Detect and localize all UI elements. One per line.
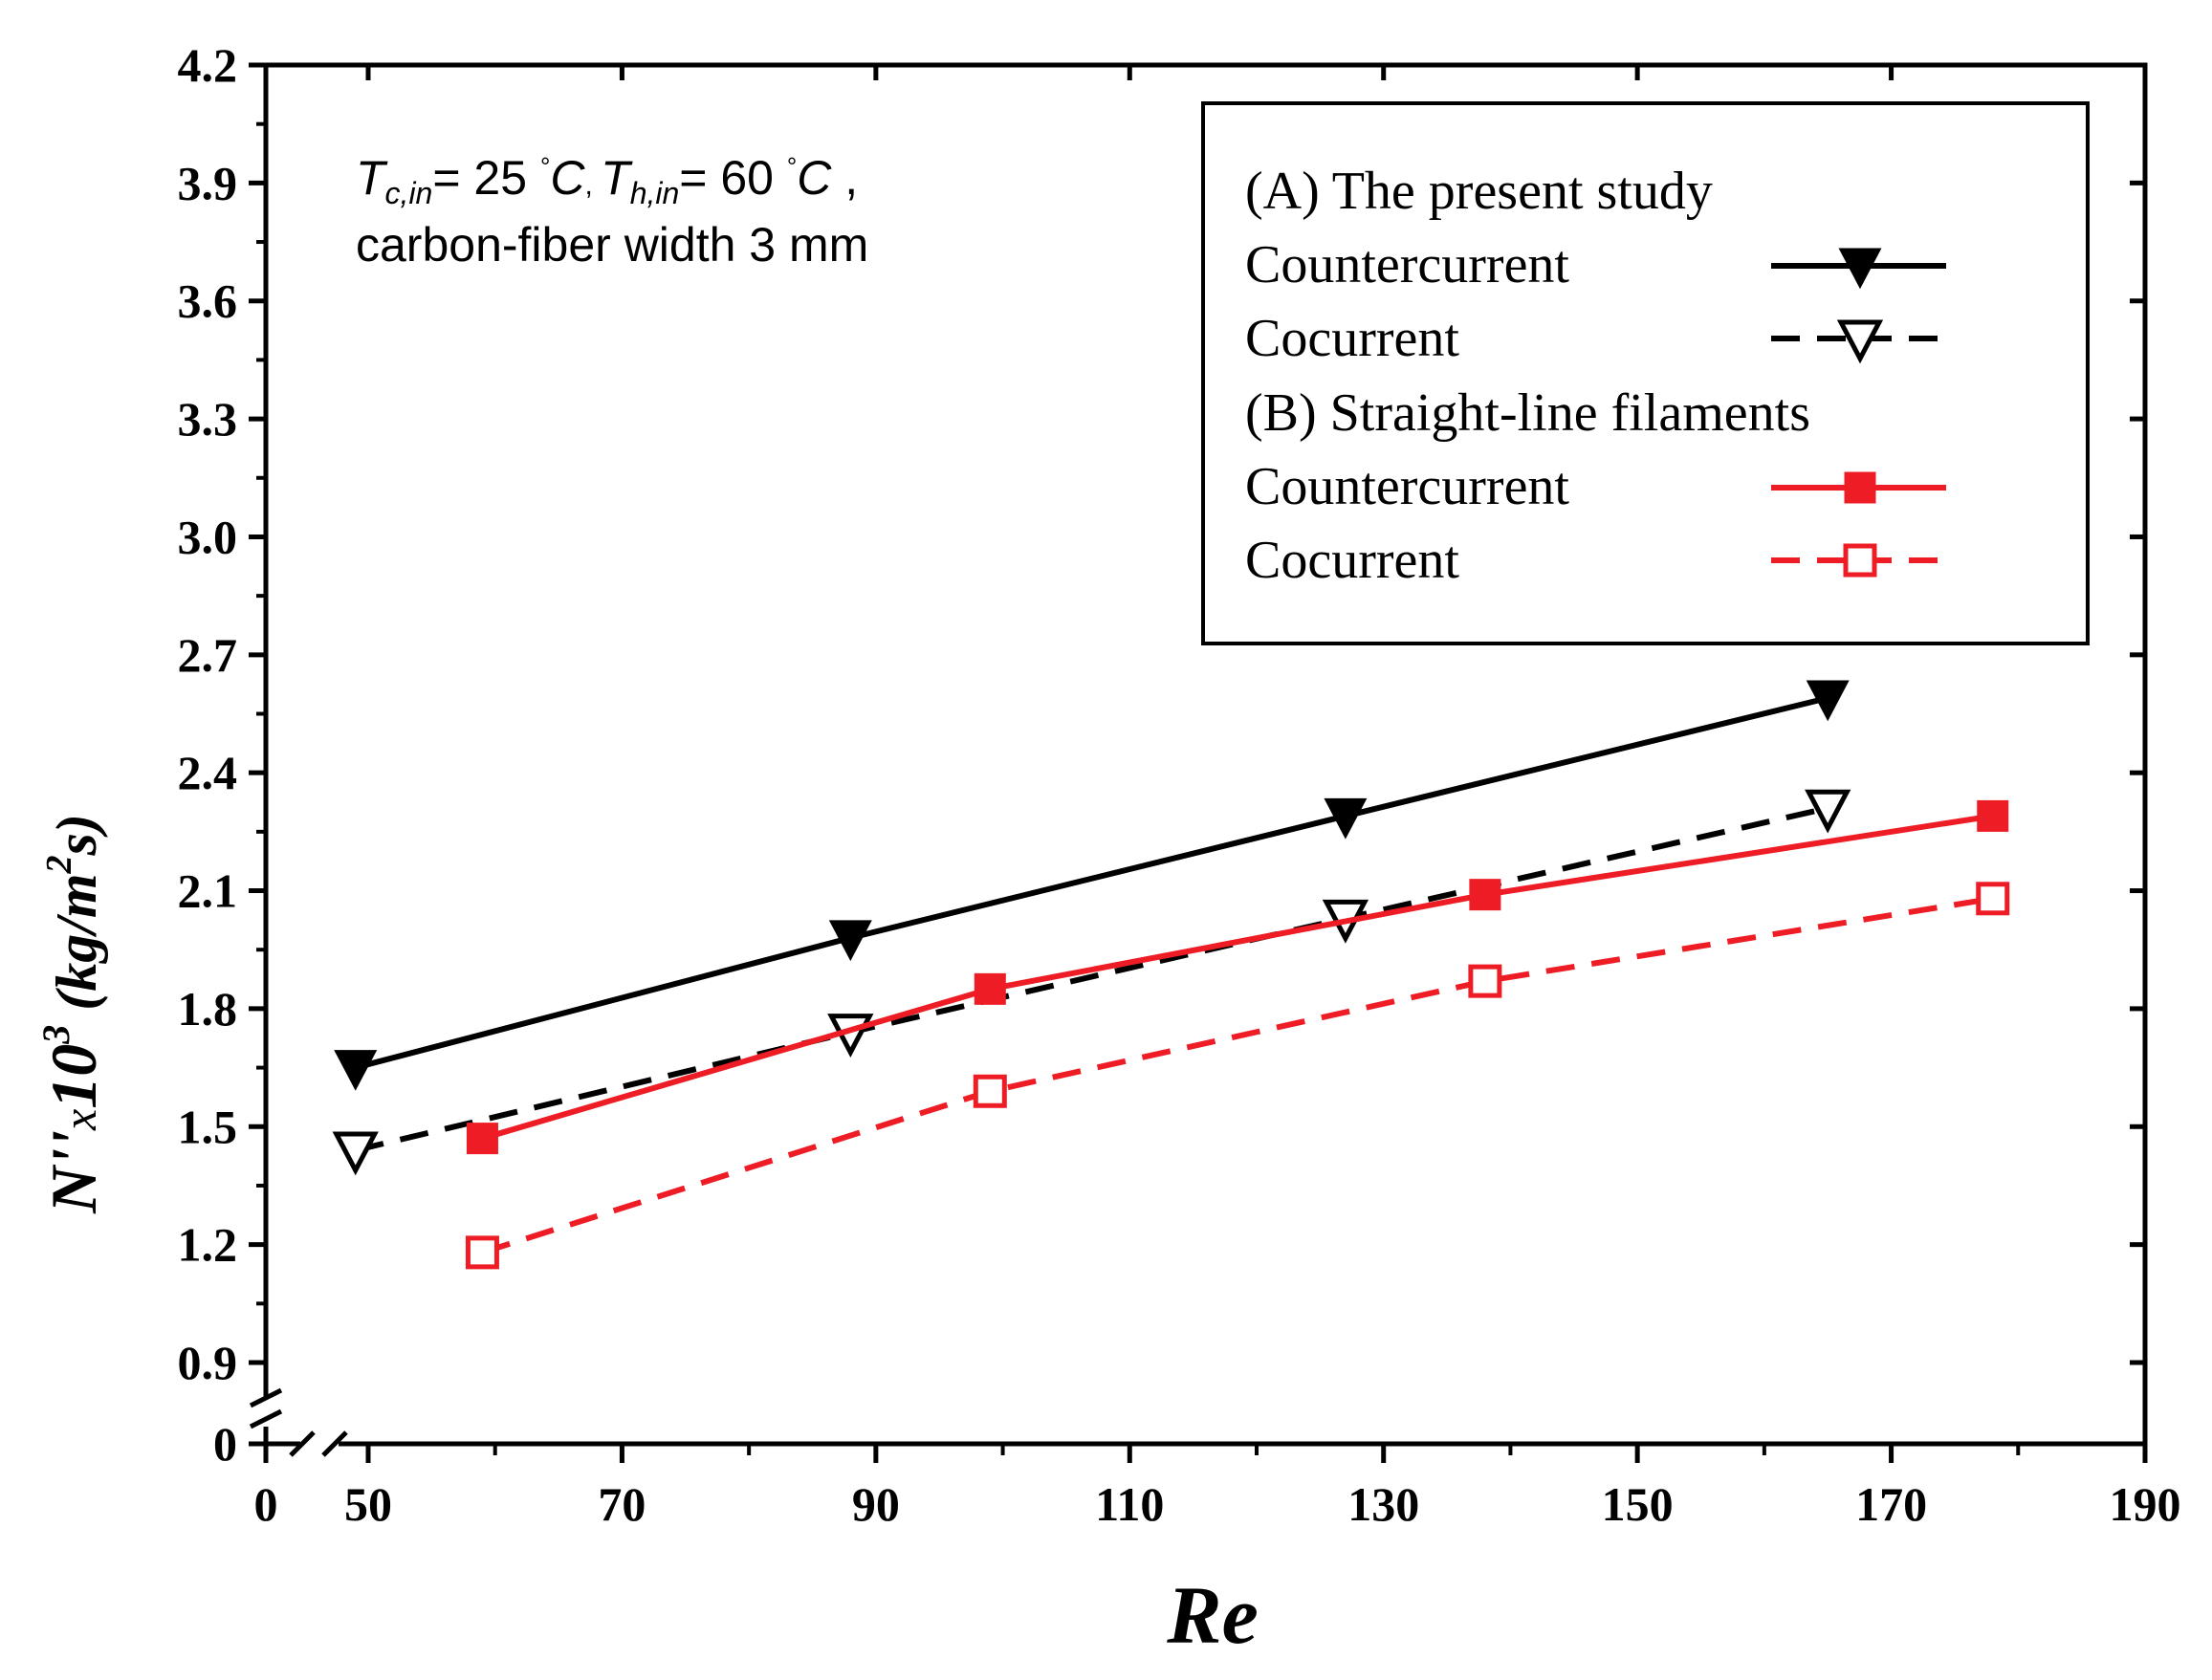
y-tick-label-3: 1.5 xyxy=(178,1100,238,1153)
legend-marker-0 xyxy=(1838,248,1882,290)
series-2-point-3 xyxy=(1977,799,2009,832)
series-1-point-0 xyxy=(332,1131,379,1176)
x-axis-title: Re xyxy=(1166,1569,1259,1661)
legend-label-b-cocurrent: Cocurrent xyxy=(1245,531,1459,590)
legend-label-b-countercurrent: Countercurrent xyxy=(1245,457,1569,516)
y-tick-label-7: 2.7 xyxy=(178,628,238,682)
legend-label-a-cocurrent: Cocurrent xyxy=(1245,309,1459,368)
legend-samples xyxy=(1771,248,1946,578)
x-axis-break xyxy=(289,1430,348,1457)
axis-ticks xyxy=(249,62,2148,1463)
y-tick-label-0: 0 xyxy=(213,1417,237,1471)
svg-text:Tc,in= 25 °C, Th,in= 60 °C ,: Tc,in= 25 °C, Th,in= 60 °C , xyxy=(356,151,858,210)
y-tick-label-2: 1.2 xyxy=(178,1218,238,1272)
y-tick-labels: 0 0.9 1.2 1.5 1.8 2.1 2.4 2.7 3.0 3.3 3.6 3.9 4.2 xyxy=(178,38,238,1471)
series-layer xyxy=(332,680,2010,1270)
x-tick-label-7: 170 xyxy=(1855,1477,1927,1531)
y-tick-label-11: 3.9 xyxy=(178,156,238,209)
series-0-point-3 xyxy=(1806,680,1850,722)
y-tick-label-8: 3.0 xyxy=(178,510,238,563)
series-3-point-3 xyxy=(1976,882,2010,916)
series-0-point-0 xyxy=(334,1050,378,1091)
series-2-point-0 xyxy=(466,1123,498,1155)
x-tick-label-2: 70 xyxy=(598,1477,646,1531)
x-tick-labels: 0 50 70 90 110 130 150 170 190 xyxy=(254,1477,2181,1531)
series-2-point-2 xyxy=(1469,879,1501,911)
y-tick-label-12: 4.2 xyxy=(178,38,238,92)
series-line-1 xyxy=(355,805,1829,1153)
x-tick-label-3: 90 xyxy=(852,1477,900,1531)
series-0-point-2 xyxy=(1324,797,1368,840)
series-3-point-1 xyxy=(973,1074,1007,1108)
y-tick-label-10: 3.6 xyxy=(178,274,238,328)
series-3-point-2 xyxy=(1468,964,1502,998)
x-tick-label-4: 110 xyxy=(1095,1477,1164,1531)
legend-label-a-countercurrent: Countercurrent xyxy=(1245,235,1569,295)
y-tick-label-1: 0.9 xyxy=(178,1336,238,1389)
series-2-point-1 xyxy=(974,972,1006,1005)
x-tick-label-8: 190 xyxy=(2110,1477,2181,1531)
legend: (A) The present study Countercurrent Coc… xyxy=(1201,101,2090,645)
series-line-3 xyxy=(481,895,1994,1255)
legend-marker-3 xyxy=(1843,543,1877,578)
series-1-point-3 xyxy=(1805,789,1851,834)
condition-annotation: Tc,in= 25 °C, Th,in= 60 °C , carbon-fibe… xyxy=(356,151,868,272)
annotation-line2: carbon-fiber width 3 mm xyxy=(356,218,868,272)
x-tick-label-0: 0 xyxy=(254,1477,278,1531)
series-line-0 xyxy=(354,695,1829,1071)
x-tick-label-5: 130 xyxy=(1347,1477,1419,1531)
y-axis-break xyxy=(249,1387,283,1429)
y-tick-label-4: 1.8 xyxy=(178,982,238,1036)
legend-marker-2 xyxy=(1844,471,1876,504)
x-tick-label-1: 50 xyxy=(344,1477,392,1531)
legend-group-b-title: (B) Straight-line filaments xyxy=(1245,383,1810,443)
legend-marker-1 xyxy=(1836,319,1884,364)
y-tick-label-9: 3.3 xyxy=(178,392,238,446)
y-tick-label-6: 2.4 xyxy=(178,746,238,799)
y-tick-label-5: 2.1 xyxy=(178,864,238,918)
legend-group-a-title: (A) The present study xyxy=(1245,162,1713,221)
x-tick-label-6: 150 xyxy=(1602,1477,1674,1531)
y-axis-title: N''x103 (kg/m2s) xyxy=(34,814,110,1214)
series-line-2 xyxy=(481,813,1994,1142)
series-0-point-1 xyxy=(828,920,872,962)
series-3-point-0 xyxy=(465,1235,499,1270)
